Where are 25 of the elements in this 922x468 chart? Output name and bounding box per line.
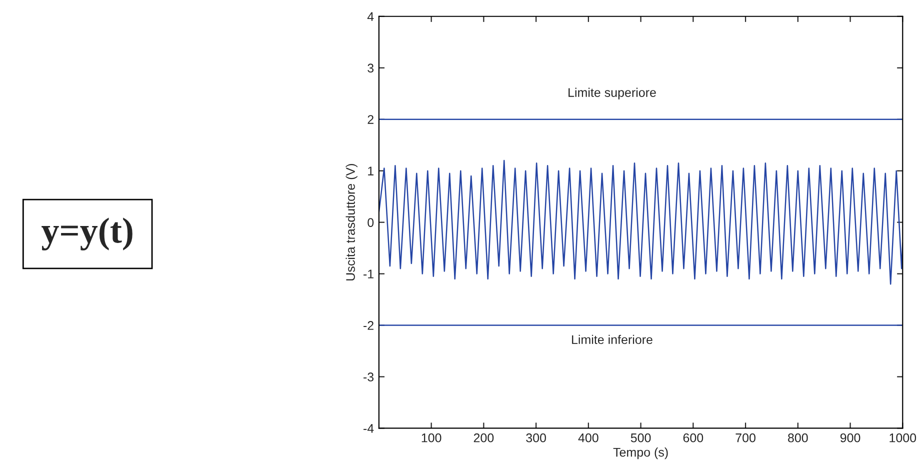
x-tick-label: 600 xyxy=(683,433,704,442)
y-tick-label: 4 xyxy=(367,12,374,21)
x-tick-label: 1000 xyxy=(890,433,916,442)
y-tick-label: -2 xyxy=(364,321,374,330)
ref-line-label: Limite superiore xyxy=(568,88,656,100)
y-axis-title: Uscita trasduttore (V) xyxy=(346,164,358,280)
y-tick-label: -1 xyxy=(364,270,374,278)
x-tick-label: 200 xyxy=(474,433,494,442)
x-axis-title: Tempo (s) xyxy=(613,448,668,460)
x-tick-label: 800 xyxy=(788,433,808,442)
text: y=y(t) xyxy=(42,218,132,250)
y-tick-label: 1 xyxy=(368,166,374,176)
x-tick-label: 300 xyxy=(526,433,546,442)
x-tick-label: 400 xyxy=(578,433,598,442)
x-tick-label: 100 xyxy=(422,433,442,442)
x-tick-label: 700 xyxy=(736,433,756,442)
x-tick-label: 900 xyxy=(840,433,860,442)
y-tick-label: -4 xyxy=(364,424,374,433)
y-tick-label: -3 xyxy=(364,372,374,382)
y-tick-label: 0 xyxy=(368,218,374,227)
y-tick-label: 2 xyxy=(368,115,374,124)
x-tick-label: 500 xyxy=(630,433,651,442)
line-series xyxy=(378,160,903,285)
ref-line-label: Limite inferiore xyxy=(572,334,652,344)
y-tick-label: 3 xyxy=(368,64,374,73)
